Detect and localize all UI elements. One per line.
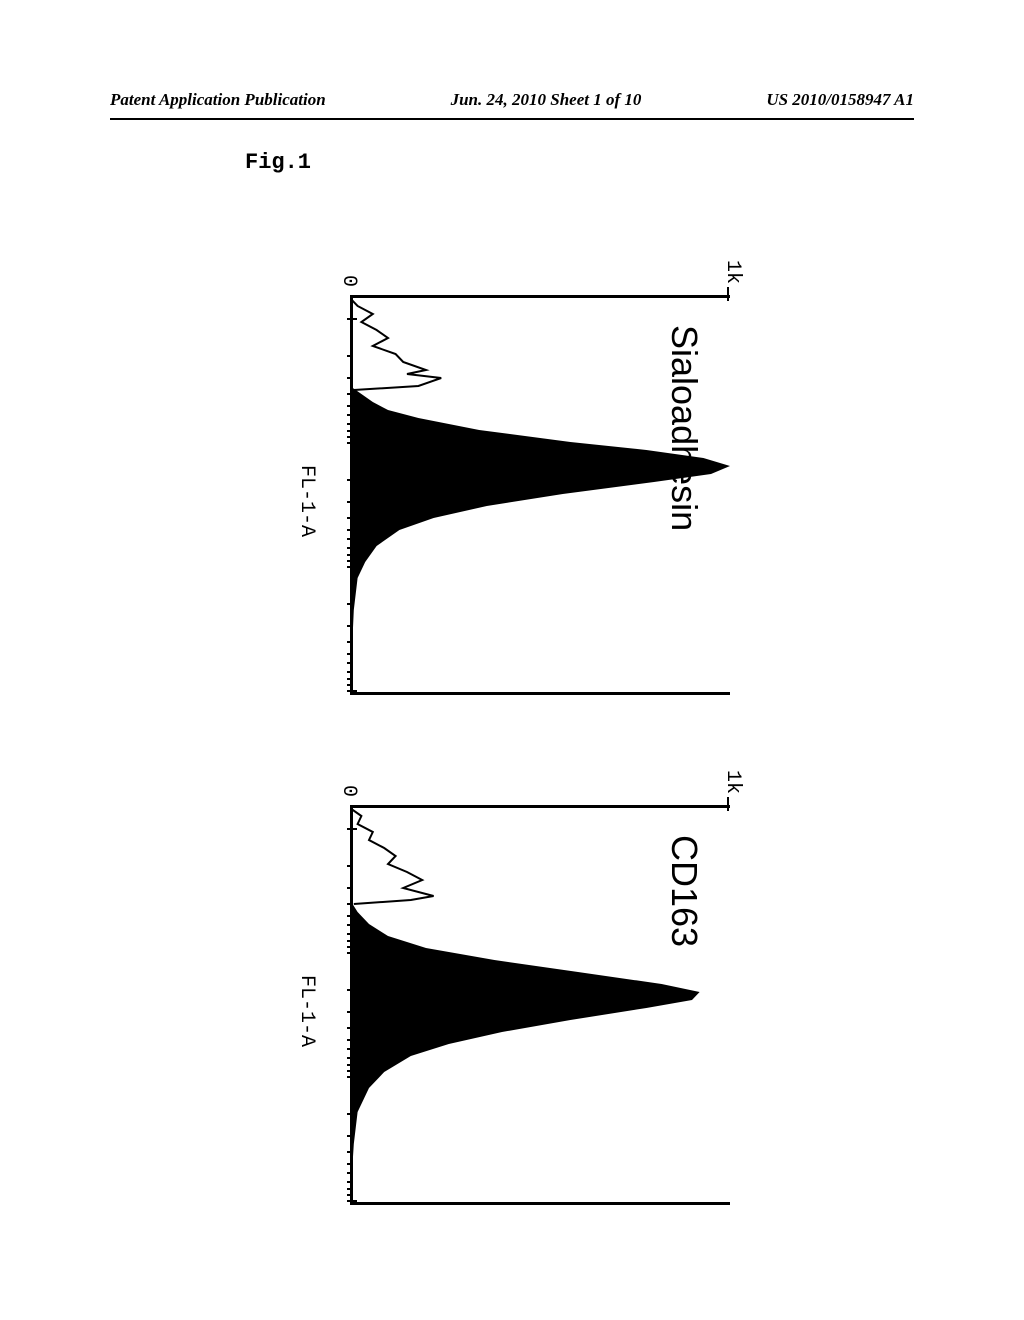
x-tick-mark-minor	[347, 1027, 353, 1029]
plot-frame	[350, 295, 730, 695]
page-header: Patent Application Publication Jun. 24, …	[0, 90, 1024, 110]
x-tick-mark-minor	[347, 436, 353, 438]
x-tick-mark-minor	[347, 554, 353, 556]
panel-sialoadhesin: Sialoadhesin 1k 0 102103104105 FL-1-A	[240, 225, 760, 725]
x-tick-mark-major	[347, 318, 357, 320]
figure-1: Sialoadhesin 1k 0 102103104105 FL-1-A CD…	[240, 225, 760, 1245]
x-tick-mark-minor	[347, 684, 353, 686]
x-tick-mark-minor	[347, 1172, 353, 1174]
x-tick-mark-minor	[347, 1163, 353, 1165]
plot-frame	[350, 805, 730, 1205]
histogram-svg	[353, 808, 730, 1202]
x-tick-mark-minor	[347, 1194, 353, 1196]
x-tick-mark-major	[347, 1200, 357, 1202]
x-tick-mark-minor	[347, 479, 353, 481]
x-tick-mark-minor	[347, 653, 353, 655]
x-tick-mark-minor	[347, 603, 353, 605]
x-tick-mark-minor	[347, 1181, 353, 1183]
histogram-svg	[353, 298, 730, 692]
x-tick-mark-minor	[347, 1011, 353, 1013]
x-tick-mark-minor	[347, 924, 353, 926]
x-tick-mark-minor	[347, 1070, 353, 1072]
x-tick-marks	[347, 295, 355, 695]
x-tick-mark-minor	[347, 501, 353, 503]
y-min-label: 0	[337, 785, 360, 797]
x-tick-mark-major	[347, 566, 357, 568]
x-tick-mark-minor	[347, 529, 353, 531]
x-tick-mark-minor	[347, 423, 353, 425]
header-center: Jun. 24, 2010 Sheet 1 of 10	[451, 90, 642, 110]
x-tick-mark-minor	[347, 560, 353, 562]
x-tick-mark-minor	[347, 865, 353, 867]
x-tick-mark-minor	[347, 1151, 353, 1153]
x-axis-label: FL-1-A	[295, 465, 318, 537]
x-tick-mark-major	[347, 442, 357, 444]
x-tick-mark-minor	[347, 1064, 353, 1066]
control-histogram	[353, 298, 441, 390]
x-tick-mark-minor	[347, 405, 353, 407]
x-tick-labels: 102103104105	[319, 295, 347, 695]
x-tick-mark-minor	[347, 547, 353, 549]
x-tick-mark-minor	[347, 662, 353, 664]
x-tick-mark-minor	[347, 414, 353, 416]
x-tick-mark-minor	[347, 946, 353, 948]
x-tick-mark-minor	[347, 887, 353, 889]
x-tick-mark-minor	[347, 933, 353, 935]
x-tick-marks	[347, 805, 355, 1205]
x-tick-mark-minor	[347, 1057, 353, 1059]
x-tick-mark-minor	[347, 1048, 353, 1050]
panel-cd163: CD163 1k 0 102103104105 FL-1-A	[240, 735, 760, 1235]
x-tick-mark-minor	[347, 1039, 353, 1041]
stained-histogram	[353, 386, 730, 692]
x-tick-mark-major	[347, 690, 357, 692]
x-tick-mark-minor	[347, 1113, 353, 1115]
x-tick-mark-minor	[347, 1135, 353, 1137]
x-tick-mark-major	[347, 828, 357, 830]
header-right: US 2010/0158947 A1	[766, 90, 914, 110]
x-tick-mark-minor	[347, 393, 353, 395]
x-tick-mark-minor	[347, 671, 353, 673]
x-tick-mark-minor	[347, 678, 353, 680]
x-tick-mark-minor	[347, 641, 353, 643]
x-tick-mark-minor	[347, 1188, 353, 1190]
x-tick-mark-minor	[347, 355, 353, 357]
x-tick-mark-minor	[347, 989, 353, 991]
x-tick-mark-major	[347, 952, 357, 954]
x-tick-mark-minor	[347, 377, 353, 379]
y-min-label: 0	[337, 275, 360, 287]
header-rule	[110, 118, 914, 120]
x-tick-mark-major	[347, 1076, 357, 1078]
figure-label: Fig.1	[245, 150, 311, 175]
header-left: Patent Application Publication	[110, 90, 326, 110]
x-tick-mark-minor	[347, 915, 353, 917]
x-tick-mark-minor	[347, 538, 353, 540]
plot-area	[353, 808, 730, 1202]
x-tick-mark-minor	[347, 903, 353, 905]
x-tick-mark-minor	[347, 625, 353, 627]
stained-histogram	[353, 900, 700, 1202]
x-tick-mark-minor	[347, 940, 353, 942]
control-histogram	[353, 808, 434, 904]
plot-area	[353, 298, 730, 692]
x-tick-labels: 102103104105	[319, 805, 347, 1205]
x-tick-mark-minor	[347, 517, 353, 519]
x-tick-mark-minor	[347, 430, 353, 432]
x-axis-label: FL-1-A	[295, 975, 318, 1047]
